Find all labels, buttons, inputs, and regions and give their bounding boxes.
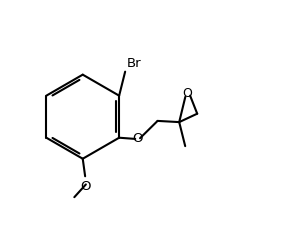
Text: O: O bbox=[182, 87, 192, 100]
Text: Br: Br bbox=[126, 57, 141, 70]
Text: O: O bbox=[132, 132, 142, 145]
Text: O: O bbox=[81, 180, 91, 193]
